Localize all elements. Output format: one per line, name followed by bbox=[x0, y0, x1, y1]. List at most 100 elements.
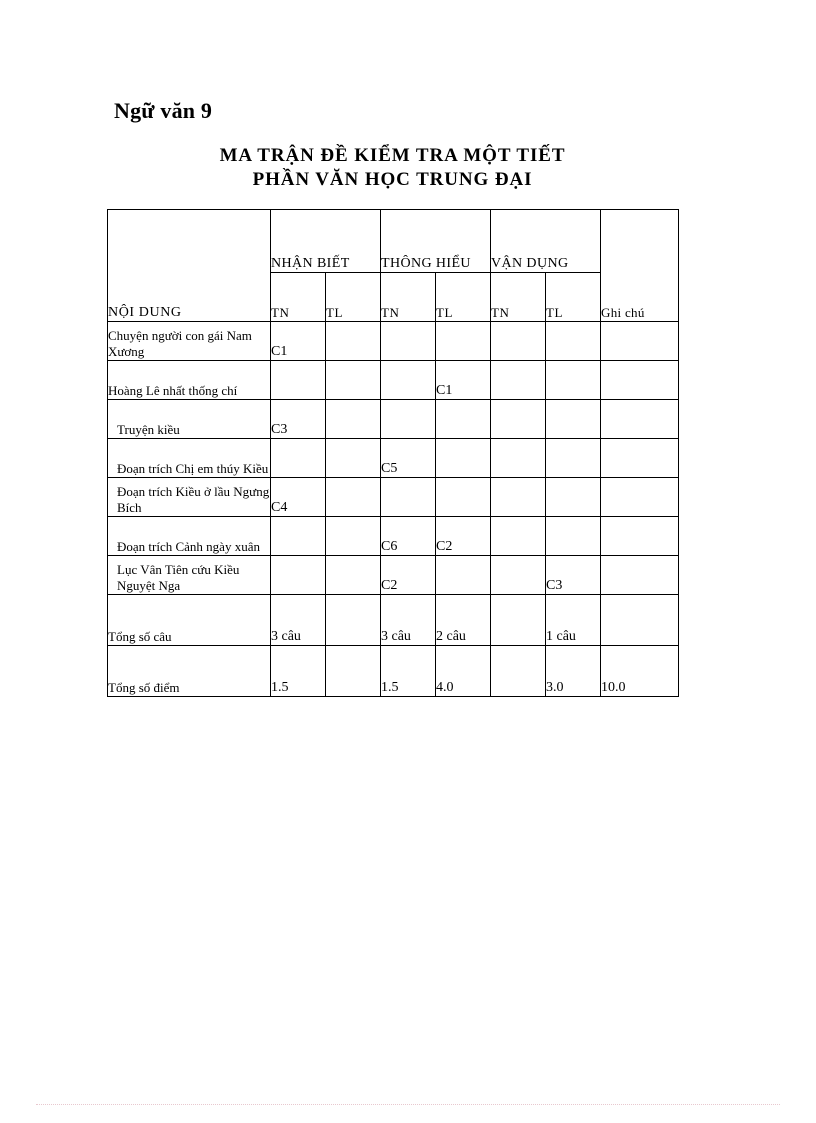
exam-matrix-table: NỘI DUNG NHẬN BIẾT THÔNG HIỂU VẬN DỤNG G… bbox=[107, 209, 680, 697]
cell-note bbox=[600, 399, 680, 439]
cell-nb-tn bbox=[270, 516, 326, 556]
cell-vd-tn bbox=[490, 645, 546, 697]
row-label: Tổng số câu bbox=[107, 594, 271, 646]
cell-note bbox=[600, 516, 680, 556]
header-cell-group-nhan-biet: NHẬN BIẾT bbox=[270, 209, 381, 273]
cell-th-tn bbox=[380, 477, 436, 517]
cell-vd-tl bbox=[544, 321, 602, 361]
cell-vd-tl bbox=[544, 516, 602, 556]
table-row-total-points: Tổng số điểm 1.5 1.5 4.0 3.0 10.0 bbox=[107, 645, 680, 697]
cell-vd-tl: 3.0 bbox=[544, 645, 602, 697]
cell-nb-tl bbox=[325, 516, 381, 556]
cell-nb-tl bbox=[325, 399, 381, 439]
cell-nb-tn: C1 bbox=[270, 321, 326, 361]
cell-note: 10.0 bbox=[600, 645, 680, 697]
cell-th-tl bbox=[435, 477, 491, 517]
cell-vd-tn bbox=[490, 594, 546, 646]
title-line-secondary: PHẦN VĂN HỌC TRUNG ĐẠI bbox=[252, 169, 533, 190]
header-cell-group-van-dung: VẬN DỤNG bbox=[489, 209, 602, 273]
header-cell-group-thong-hieu: THÔNG HIỂU bbox=[380, 209, 491, 273]
cell-vd-tl: C3 bbox=[544, 555, 602, 595]
header-cell-note: Ghi chú bbox=[600, 209, 680, 322]
cell-vd-tl: 1 câu bbox=[544, 594, 602, 646]
row-label: Chuyện người con gái Nam Xương bbox=[107, 321, 271, 361]
cell-nb-tl bbox=[325, 477, 381, 517]
table-row: Chuyện người con gái Nam Xương C1 bbox=[107, 321, 680, 361]
row-label: Tổng số điểm bbox=[107, 645, 271, 697]
table-row: Lục Vân Tiên cứu Kiều Nguyệt Nga C2 C3 bbox=[107, 555, 680, 595]
document-title: MA TRẬN ĐỀ KIỂM TRA MỘT TIẾT PHẦN VĂN HỌ… bbox=[107, 144, 678, 192]
cell-th-tn: 1.5 bbox=[380, 645, 436, 697]
header-cell-th-tn: TN bbox=[380, 272, 436, 322]
cell-note bbox=[600, 477, 680, 517]
row-label: Hoàng Lê nhất thống chí bbox=[107, 360, 271, 400]
title-line-primary: MA TRẬN ĐỀ KIỂM TRA MỘT TIẾT bbox=[219, 145, 566, 166]
row-label: Đoạn trích Chị em thúy Kiều bbox=[107, 438, 271, 478]
header-cell-content: NỘI DUNG bbox=[107, 209, 271, 322]
cell-nb-tn bbox=[270, 438, 326, 478]
cell-vd-tn bbox=[490, 321, 546, 361]
footer-divider bbox=[36, 1104, 780, 1105]
row-label: Đoạn trích Cảnh ngày xuân bbox=[107, 516, 271, 556]
table-header-row-groups: NỘI DUNG NHẬN BIẾT THÔNG HIỂU VẬN DỤNG G… bbox=[107, 209, 680, 322]
cell-th-tl: C1 bbox=[435, 360, 491, 400]
cell-nb-tn bbox=[270, 555, 326, 595]
cell-vd-tn bbox=[490, 516, 546, 556]
cell-vd-tn bbox=[490, 438, 546, 478]
table-header-row-subcolumns: TN TL TN TL TN TL bbox=[108, 272, 679, 322]
cell-th-tn: C5 bbox=[380, 438, 436, 478]
cell-vd-tl bbox=[544, 438, 602, 478]
cell-vd-tn bbox=[490, 360, 546, 400]
cell-nb-tn: 3 câu bbox=[270, 594, 326, 646]
matrix-table-container: NỘI DUNG NHẬN BIẾT THÔNG HIỂU VẬN DỤNG G… bbox=[107, 209, 680, 697]
cell-nb-tl bbox=[325, 645, 381, 697]
cell-th-tl bbox=[435, 399, 491, 439]
cell-note bbox=[600, 321, 680, 361]
cell-nb-tl bbox=[325, 555, 381, 595]
header-cell-vd-tl: TL bbox=[544, 272, 602, 322]
cell-th-tl bbox=[435, 555, 491, 595]
row-label: Truyện kiều bbox=[107, 399, 271, 439]
header-cell-nb-tn: TN bbox=[270, 272, 326, 322]
cell-th-tn: C6 bbox=[380, 516, 436, 556]
cell-vd-tn bbox=[490, 477, 546, 517]
cell-th-tn: 3 câu bbox=[380, 594, 436, 646]
cell-th-tn bbox=[380, 321, 436, 361]
cell-th-tn bbox=[380, 360, 436, 400]
cell-th-tl: 4.0 bbox=[435, 645, 491, 697]
subject-heading: Ngữ văn 9 bbox=[114, 98, 213, 123]
cell-th-tn: C2 bbox=[380, 555, 436, 595]
cell-th-tl bbox=[435, 438, 491, 478]
table-row: Đoạn trích Chị em thúy Kiều C5 bbox=[107, 438, 680, 478]
cell-vd-tl bbox=[544, 477, 602, 517]
row-label: Đoạn trích Kiều ở lầu Ngưng Bích bbox=[107, 477, 271, 517]
cell-nb-tn: 1.5 bbox=[270, 645, 326, 697]
cell-note bbox=[600, 360, 680, 400]
cell-note bbox=[600, 555, 680, 595]
cell-nb-tl bbox=[325, 438, 381, 478]
cell-vd-tl bbox=[544, 399, 602, 439]
cell-vd-tl bbox=[544, 360, 602, 400]
header-cell-th-tl: TL bbox=[435, 272, 491, 322]
cell-nb-tl bbox=[325, 594, 381, 646]
cell-th-tl bbox=[435, 321, 491, 361]
cell-vd-tn bbox=[490, 555, 546, 595]
table-row: Đoạn trích Kiều ở lầu Ngưng Bích C4 bbox=[107, 477, 680, 517]
cell-nb-tn: C4 bbox=[270, 477, 326, 517]
cell-vd-tn bbox=[490, 399, 546, 439]
cell-note bbox=[600, 438, 680, 478]
row-label: Lục Vân Tiên cứu Kiều Nguyệt Nga bbox=[107, 555, 271, 595]
table-row: Đoạn trích Cảnh ngày xuân C6 C2 bbox=[107, 516, 680, 556]
header-cell-vd-tn: TN bbox=[490, 272, 546, 322]
header-cell-nb-tl: TL bbox=[325, 272, 381, 322]
table-row-total-questions: Tổng số câu 3 câu 3 câu 2 câu 1 câu bbox=[107, 594, 680, 646]
cell-th-tn bbox=[380, 399, 436, 439]
table-row: Truyện kiều C3 bbox=[107, 399, 680, 439]
cell-th-tl: 2 câu bbox=[435, 594, 491, 646]
cell-nb-tl bbox=[325, 321, 381, 361]
cell-note bbox=[600, 594, 680, 646]
cell-th-tl: C2 bbox=[435, 516, 491, 556]
table-row: Hoàng Lê nhất thống chí C1 bbox=[107, 360, 680, 400]
cell-nb-tl bbox=[325, 360, 381, 400]
